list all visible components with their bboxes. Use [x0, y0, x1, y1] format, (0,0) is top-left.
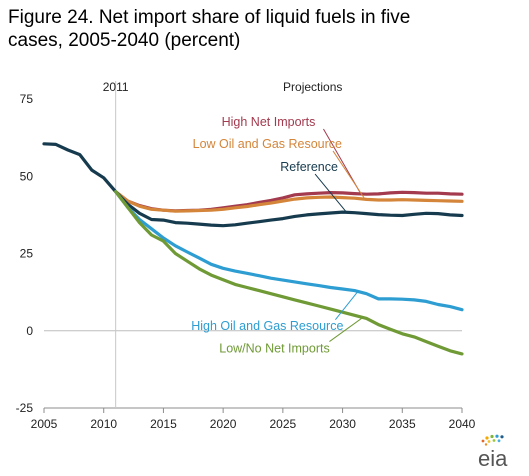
x-tick-label-2035: 2035: [389, 417, 416, 431]
leader-line-high-oil-and-gas-resource: [335, 290, 359, 320]
x-tick-label-2010: 2010: [90, 417, 117, 431]
leader-line-reference: [314, 173, 347, 213]
x-tick-label-2005: 2005: [31, 417, 58, 431]
series-label-low-no-net-imports: Low/No Net Imports: [219, 342, 329, 356]
leader-line-low-no-net-imports: [329, 317, 364, 342]
series-label-high-net-imports: High Net Imports: [222, 115, 316, 129]
projections-label: Projections: [283, 80, 342, 94]
eia-logo-text: eia: [478, 446, 508, 471]
marker-label-2011: 2011: [103, 80, 129, 94]
series-label-reference: Reference: [280, 160, 338, 174]
x-tick-label-2020: 2020: [210, 417, 237, 431]
series-line-low-no-net-imports: [114, 190, 464, 356]
x-tick-label-2030: 2030: [329, 417, 356, 431]
y-tick-label-0: 0: [26, 324, 33, 338]
series-label-high-oil-and-gas-resource: High Oil and Gas Resource: [191, 319, 343, 333]
x-tick-label-2025: 2025: [270, 417, 297, 431]
y-tick-label-75: 75: [20, 92, 34, 106]
leader-line-low-oil-and-gas-resource: [332, 150, 365, 199]
y-tick-label-25: 25: [20, 247, 34, 261]
eia-logo-icon: [481, 434, 504, 446]
series-line-high-oil-and-gas-resource: [114, 190, 464, 312]
x-tick-label-2040: 2040: [449, 417, 476, 431]
x-tick-label-2015: 2015: [150, 417, 177, 431]
series-line-reference: [42, 142, 464, 228]
series-label-low-oil-and-gas-resource: Low Oil and Gas Resource: [193, 137, 342, 151]
y-tick-label-50: 50: [20, 169, 34, 183]
series-line-low-oil-and-gas-resource: [114, 190, 464, 213]
chart-title-line-2: cases, 2005-2040 (percent): [8, 30, 241, 51]
y-tick-label--25: -25: [16, 401, 34, 415]
chart-title: Figure 24. Net import share of liquid fu…: [8, 6, 508, 52]
chart-title-line-1: Figure 24. Net import share of liquid fu…: [8, 7, 411, 28]
